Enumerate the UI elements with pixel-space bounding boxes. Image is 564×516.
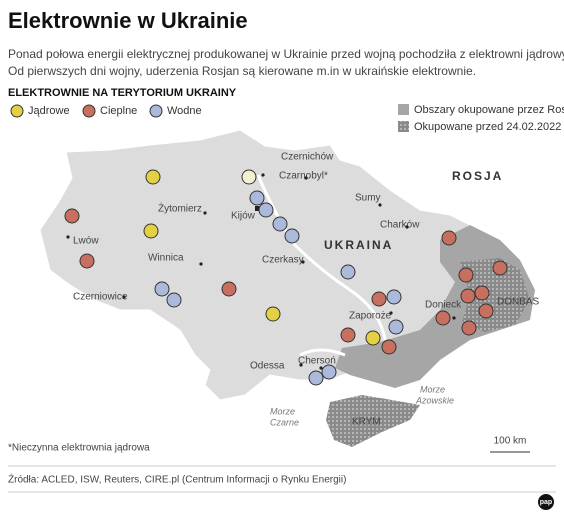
power-plant: [154, 281, 170, 297]
legend-item: Jądrowe: [28, 105, 70, 117]
scale-label: 100 km: [494, 436, 527, 447]
place-dot: [122, 295, 126, 299]
power-plant: [441, 230, 457, 246]
power-plant: [166, 292, 182, 308]
place-label: Zaporoże: [349, 311, 392, 322]
logo-badge: [538, 494, 554, 510]
power-plant: [381, 339, 397, 355]
place-dot: [199, 262, 203, 266]
place-label: Sumy: [355, 193, 381, 204]
logo: pap: [540, 499, 552, 506]
place-dot: [301, 260, 305, 264]
place-dot: [261, 173, 265, 177]
title: Elektrownie w Ukrainie: [8, 8, 248, 33]
inactive-nuclear-plant: [241, 169, 257, 185]
power-plant: [308, 370, 324, 386]
place-dot: [389, 311, 393, 315]
legend-heading: ELEKTROWNIE NA TERYTORIUM UKRAINY: [8, 87, 237, 99]
legend-item: Cieplne: [100, 105, 137, 117]
source: Źródła: ACLED, ISW, Reuters, CIRE.pl (Ce…: [8, 473, 346, 486]
place-label: Czarnobyl*: [279, 171, 328, 182]
power-plant: [145, 169, 161, 185]
power-plant: [365, 330, 381, 346]
place-dot: [405, 225, 409, 229]
legend-area: Obszary okupowane przez Rosję: [414, 104, 564, 116]
capital-marker: [255, 206, 260, 211]
place-label: Donieck: [425, 300, 462, 311]
power-plant: [340, 327, 356, 343]
power-plant: [458, 267, 474, 283]
power-plant: [265, 306, 281, 322]
power-plant: [340, 264, 356, 280]
crimea-area: [326, 395, 420, 447]
place-label: Odessa: [250, 361, 285, 372]
power-plant: [478, 303, 494, 319]
place-label: UKRAINA: [324, 238, 393, 252]
place-label: Czerniowice: [73, 292, 128, 303]
place-dot: [319, 366, 323, 370]
place-label: Charków: [380, 220, 420, 231]
power-plant: [435, 310, 451, 326]
place-label: Czarne: [270, 417, 299, 427]
place-dot: [66, 235, 70, 239]
legend-swatch: [398, 121, 409, 132]
power-plant: [492, 260, 508, 276]
power-plant: [272, 216, 288, 232]
power-plant: [371, 291, 387, 307]
river: [299, 348, 346, 357]
place-label: Chersoń: [298, 356, 336, 367]
legend-swatch: [149, 104, 163, 118]
river: [256, 174, 387, 341]
legend-swatch: [398, 104, 409, 115]
place-label: Azowskie: [415, 395, 454, 405]
place-label: Winnica: [148, 253, 184, 264]
legend-item: Wodne: [167, 105, 202, 117]
power-plant: [284, 228, 300, 244]
power-plant: [474, 285, 490, 301]
donbas-area: [460, 258, 530, 332]
subtitle: Od pierwszych dni wojny, uderzenia Rosja…: [8, 64, 476, 78]
power-plant: [386, 289, 402, 305]
place-label: Morze: [420, 384, 445, 394]
place-label: DONBAS: [497, 297, 540, 308]
map-labels: Czernichów Czarnobyl* Żytomierz Kijów Sumy Ch…: [66, 152, 540, 428]
power-plant: [258, 202, 274, 218]
place-dot: [452, 316, 456, 320]
place-dot: [299, 363, 303, 367]
place-label: KRYM: [352, 417, 381, 428]
place-dot: [304, 176, 308, 180]
power-plant: [388, 319, 404, 335]
place-label: Morze: [270, 406, 295, 416]
power-plant: [249, 190, 265, 206]
subtitle: Ponad połowa energii elektrycznej produk…: [8, 47, 564, 61]
place-dot: [378, 203, 382, 207]
footnote: *Nieczynna elektrownia jądrowa: [8, 443, 150, 454]
power-plant: [64, 208, 80, 224]
plants: [64, 169, 508, 386]
place-label: Lwów: [73, 236, 99, 247]
power-plant: [79, 253, 95, 269]
place-label: Żytomierz: [158, 202, 202, 215]
legend-swatch: [82, 104, 96, 118]
place-label: ROSJA: [452, 169, 503, 183]
power-plant: [221, 281, 237, 297]
place-dot: [203, 211, 207, 215]
legend-swatch: [10, 104, 24, 118]
power-plant: [461, 320, 477, 336]
place-label: Czernichów: [281, 152, 334, 163]
place-label: Czerkasy: [262, 255, 304, 266]
power-plant: [321, 364, 337, 380]
legend-area: Okupowane przed 24.02.2022 r.: [414, 121, 564, 133]
power-plant: [143, 223, 159, 239]
power-plant: [460, 288, 476, 304]
place-label: Kijów: [231, 211, 256, 222]
